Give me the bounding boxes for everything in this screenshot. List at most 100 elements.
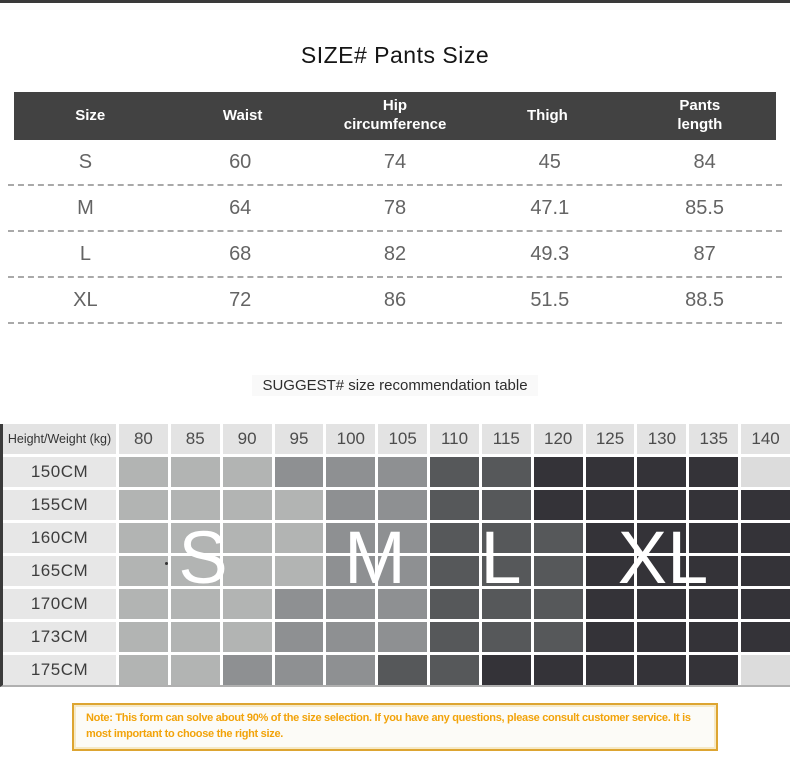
size-table-cell: 68 xyxy=(229,242,252,265)
grid-cell xyxy=(533,556,583,586)
grid-height-label: 173CM xyxy=(3,622,116,652)
size-table-cell: 64 xyxy=(229,196,252,219)
size-table-header: Size Waist Hip circumference Thigh Pants len… xyxy=(14,92,776,140)
grid-cell xyxy=(119,655,168,685)
size-table-row: XL 72 86 51.5 88.5 xyxy=(8,278,782,324)
grid-cell xyxy=(637,655,687,685)
grid-cell xyxy=(585,556,635,586)
grid-cell xyxy=(481,589,531,619)
grid-cell xyxy=(689,490,739,520)
grid-cell xyxy=(222,589,272,619)
grid-cell xyxy=(585,457,635,487)
grid-weight-header: 120 xyxy=(533,424,583,454)
grid-cell xyxy=(119,490,168,520)
grid-weight-header: 100 xyxy=(326,424,376,454)
size-table-cell: M xyxy=(77,196,94,219)
grid-cell xyxy=(170,622,220,652)
size-table-cell: 84 xyxy=(693,150,716,173)
grid-cell xyxy=(378,523,428,553)
grid-cell xyxy=(689,622,739,652)
size-table-row: L 68 82 49.3 87 xyxy=(8,232,782,278)
grid-cell xyxy=(274,655,324,685)
grid-cell xyxy=(326,622,376,652)
note-box: Note: This form can solve about 90% of t… xyxy=(72,703,718,751)
grid-cell xyxy=(741,490,790,520)
grid-cell xyxy=(378,457,428,487)
size-table-header-cell: Waist xyxy=(222,106,263,124)
grid-cell xyxy=(326,556,376,586)
grid-cell xyxy=(222,556,272,586)
size-table-cell: 87 xyxy=(693,242,716,265)
grid-weight-header: 80 xyxy=(119,424,168,454)
grid-cell xyxy=(533,457,583,487)
grid-weight-header: 140 xyxy=(741,424,790,454)
grid-cell xyxy=(585,655,635,685)
grid-weight-header: 125 xyxy=(585,424,635,454)
grid-cell xyxy=(326,589,376,619)
size-recommendation-grid: Height/Weight (kg) 80 85 90 95 100 105 110 115 12… xyxy=(0,424,790,687)
note-text: Note: This form can solve about 90% of t… xyxy=(86,712,691,740)
size-table-cell: 85.5 xyxy=(685,196,725,219)
grid-cell xyxy=(170,556,220,586)
grid-cell xyxy=(274,622,324,652)
size-table-cell: 47.1 xyxy=(530,196,570,219)
grid-cell xyxy=(378,622,428,652)
grid-cell xyxy=(170,523,220,553)
size-table-cell: 86 xyxy=(383,288,407,311)
grid-cell xyxy=(119,556,168,586)
grid-cell xyxy=(274,457,324,487)
grid-cell xyxy=(741,622,790,652)
grid-cell xyxy=(170,490,220,520)
grid-cell xyxy=(689,556,739,586)
suggest-table-title-text: SUGGEST# size recommendation table xyxy=(252,375,538,396)
grid-cell xyxy=(481,523,531,553)
grid-cell xyxy=(689,523,739,553)
grid-cell xyxy=(326,457,376,487)
grid-cell xyxy=(741,655,790,685)
grid-cell xyxy=(274,523,324,553)
grid-cell xyxy=(274,556,324,586)
grid-cell xyxy=(119,523,168,553)
grid-cell xyxy=(689,457,739,487)
grid-cell xyxy=(274,589,324,619)
grid-cell xyxy=(378,490,428,520)
size-table-cell: 45 xyxy=(538,150,561,173)
grid-cell xyxy=(170,589,220,619)
grid-cell xyxy=(481,622,531,652)
size-table-cell: 88.5 xyxy=(685,288,725,311)
grid-cell xyxy=(326,655,376,685)
grid-weight-header: 135 xyxy=(689,424,739,454)
grid-height-label: 150CM xyxy=(3,457,116,487)
grid-weight-header: 105 xyxy=(378,424,428,454)
top-divider-bar xyxy=(0,0,790,3)
size-table-header-cell: Pants length xyxy=(677,97,723,133)
grid-cell xyxy=(689,589,739,619)
grid-cell xyxy=(222,523,272,553)
grid-cell xyxy=(481,655,531,685)
page-title: SIZE# Pants Size xyxy=(300,42,490,68)
grid-cell xyxy=(741,457,790,487)
grid-cell xyxy=(430,457,479,487)
grid-cell xyxy=(533,655,583,685)
grid-cell xyxy=(222,457,272,487)
grid-height-label: 165CM xyxy=(3,556,116,586)
grid-cell xyxy=(585,523,635,553)
grid-cell xyxy=(585,490,635,520)
grid-weight-header: 110 xyxy=(430,424,479,454)
grid-cell xyxy=(741,589,790,619)
grid-cell xyxy=(585,622,635,652)
grid-cell xyxy=(222,655,272,685)
grid-cell xyxy=(274,490,324,520)
size-table-cell: 72 xyxy=(229,288,252,311)
suggest-table-title: SUGGEST# size recommendation table xyxy=(0,375,790,398)
grid-cell xyxy=(378,655,428,685)
size-table-header-cell: Size xyxy=(75,106,106,124)
grid-cell xyxy=(481,556,531,586)
size-table-cell: 51.5 xyxy=(530,288,570,311)
size-table-cell: 60 xyxy=(229,150,252,173)
grid-cell xyxy=(637,523,687,553)
size-table-cell: 82 xyxy=(383,242,407,265)
size-table-cell: XL xyxy=(73,288,98,311)
grid-height-label: 175CM xyxy=(3,655,116,685)
size-table-row: S 60 74 45 84 xyxy=(8,140,782,186)
